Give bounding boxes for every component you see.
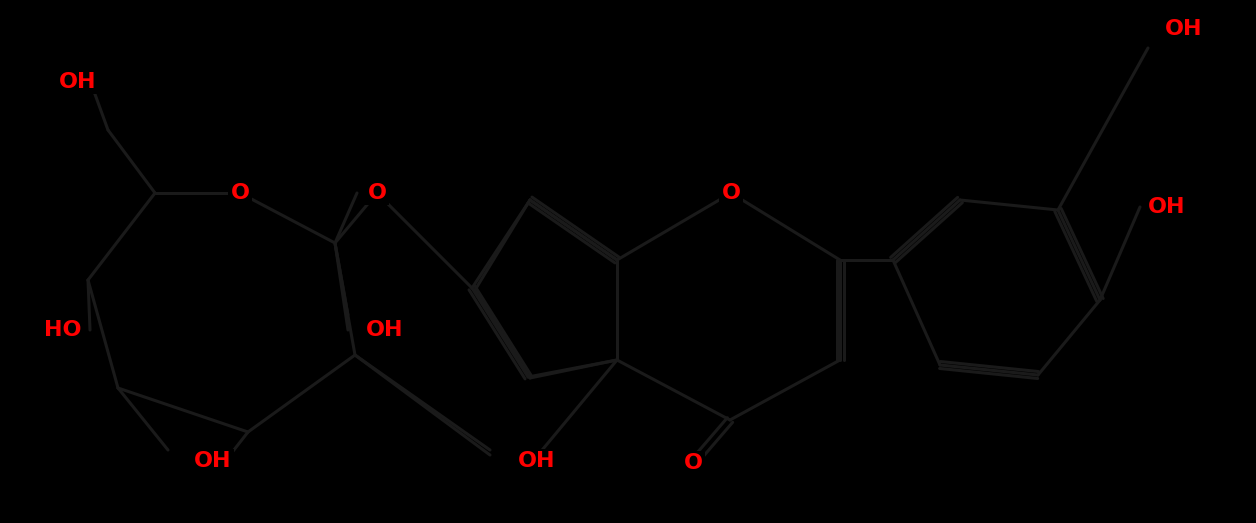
Text: O: O [368, 183, 387, 203]
Text: O: O [683, 453, 702, 473]
Text: OH: OH [519, 451, 555, 471]
Text: OH: OH [195, 451, 232, 471]
Text: OH: OH [367, 320, 403, 340]
Text: OH: OH [1166, 19, 1202, 39]
Text: OH: OH [59, 72, 97, 92]
Text: O: O [231, 183, 250, 203]
Text: OH: OH [1148, 197, 1186, 217]
Text: O: O [721, 183, 741, 203]
Text: HO: HO [44, 320, 82, 340]
Text: OH: OH [519, 451, 555, 471]
